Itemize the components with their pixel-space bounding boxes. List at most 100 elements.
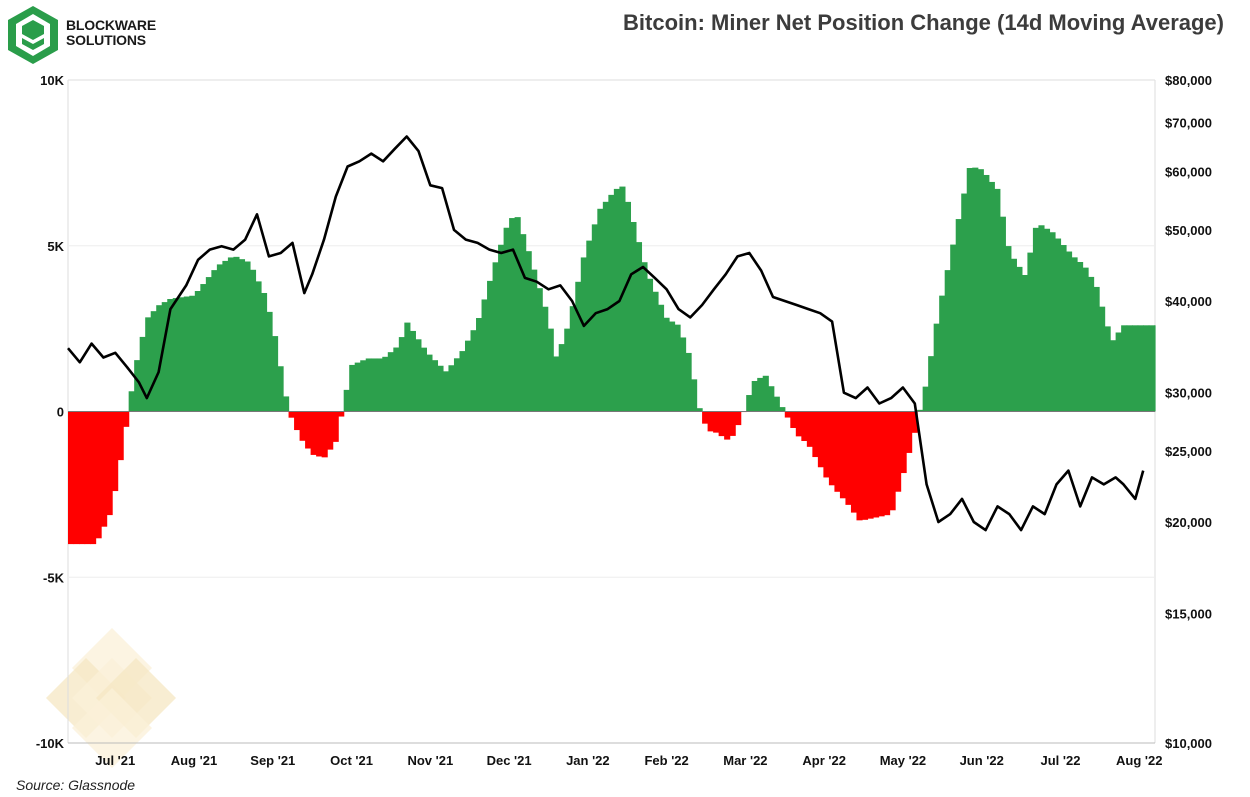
- net-position-bar-positive: [172, 298, 179, 412]
- net-position-bar-positive: [1010, 258, 1017, 412]
- net-position-bar-negative: [718, 411, 725, 437]
- net-position-bar-positive: [597, 208, 604, 412]
- x-tick-label: Jul '22: [1041, 753, 1081, 768]
- net-position-bar-positive: [751, 381, 758, 412]
- net-position-bar-positive: [393, 347, 400, 412]
- net-position-bar-positive: [531, 269, 538, 412]
- net-position-bar-positive: [691, 379, 698, 412]
- net-position-bar-positive: [966, 168, 973, 412]
- net-position-bar-positive: [145, 317, 152, 412]
- net-position-bar-positive: [746, 395, 753, 412]
- net-position-bar-positive: [382, 356, 389, 412]
- net-position-bar-positive: [630, 221, 637, 412]
- net-position-bar-positive: [525, 251, 532, 412]
- net-position-bar-negative: [305, 411, 312, 449]
- net-position-bar-negative: [338, 411, 345, 417]
- net-position-bar-negative: [288, 411, 295, 418]
- net-position-bar-negative: [889, 411, 896, 511]
- net-position-bar-positive: [933, 323, 940, 412]
- net-position-bar-negative: [106, 411, 113, 516]
- net-position-bar-positive: [977, 169, 984, 412]
- x-tick-label: Apr '22: [802, 753, 846, 768]
- net-position-bar-positive: [437, 365, 444, 412]
- net-position-bar-positive: [553, 356, 560, 412]
- net-position-bar-positive: [222, 260, 229, 412]
- net-position-bar-negative: [724, 411, 731, 440]
- net-position-bar-positive: [1082, 267, 1089, 412]
- net-position-bar-positive: [189, 295, 196, 412]
- net-position-bar-positive: [227, 257, 235, 412]
- net-position-bar-positive: [608, 194, 615, 412]
- net-position-bar-negative: [95, 411, 102, 539]
- net-position-bar-positive: [1115, 332, 1122, 412]
- net-position-bar-positive: [426, 354, 433, 412]
- net-position-bar-positive: [387, 352, 394, 412]
- net-position-bar-negative: [867, 411, 874, 519]
- net-position-bar-positive: [917, 409, 924, 412]
- net-position-bar-positive: [1093, 286, 1100, 412]
- net-position-bar-positive: [415, 339, 422, 412]
- net-position-bar-positive: [999, 216, 1006, 412]
- net-position-bar-positive: [674, 324, 681, 412]
- net-position-bar-positive: [260, 292, 268, 412]
- net-position-bar-positive: [238, 259, 246, 412]
- net-position-bar-positive: [481, 299, 488, 412]
- right-tick-label: $50,000: [1165, 223, 1212, 238]
- net-position-bar-negative: [911, 411, 918, 433]
- net-position-bar-negative: [790, 411, 797, 428]
- x-tick-label: Mar '22: [723, 753, 767, 768]
- x-tick-label: Jan '22: [566, 753, 610, 768]
- right-tick-label: $30,000: [1165, 386, 1212, 401]
- net-position-bar-positive: [398, 337, 405, 412]
- net-position-bars: [68, 167, 1156, 545]
- net-position-bar-positive: [624, 201, 632, 412]
- net-position-bar-positive: [503, 227, 510, 412]
- net-position-bar-positive: [404, 322, 411, 412]
- net-position-bar-positive: [139, 336, 146, 412]
- chart-header: BLOCKWARE SOLUTIONS Bitcoin: Miner Net P…: [0, 0, 1250, 80]
- net-position-bar-positive: [1043, 228, 1051, 412]
- net-position-bar-positive: [1049, 232, 1056, 412]
- left-tick-label: -5K: [43, 570, 65, 585]
- net-position-bar-negative: [90, 411, 97, 545]
- net-position-bar-positive: [283, 396, 290, 412]
- net-position-bar-positive: [1071, 257, 1078, 412]
- net-position-bar-positive: [646, 278, 654, 412]
- right-tick-label: $25,000: [1165, 444, 1212, 459]
- net-position-bar-positive: [972, 167, 979, 412]
- left-tick-label: -10K: [36, 736, 65, 751]
- net-position-bar-negative: [321, 411, 328, 458]
- net-position-bar-positive: [680, 337, 687, 412]
- net-position-bar-negative: [900, 411, 907, 474]
- net-position-bar-positive: [773, 396, 780, 412]
- net-position-bar-positive: [1148, 325, 1155, 412]
- net-position-bar-positive: [1126, 325, 1133, 412]
- net-position-bar-negative: [878, 411, 885, 517]
- x-tick-label: Jun '22: [960, 753, 1004, 768]
- net-position-bar-positive: [1132, 325, 1139, 412]
- net-position-bar-positive: [547, 328, 554, 412]
- x-tick-label: Aug '22: [1116, 753, 1162, 768]
- right-tick-label: $70,000: [1165, 116, 1212, 131]
- net-position-bar-positive: [1005, 246, 1012, 412]
- net-position-bar-positive: [619, 186, 626, 412]
- x-tick-label: Oct '21: [330, 753, 373, 768]
- net-position-bar-positive: [1038, 225, 1045, 412]
- net-position-bar-negative: [735, 411, 742, 426]
- net-position-bar-positive: [216, 264, 223, 412]
- net-position-bar-positive: [586, 240, 593, 412]
- net-position-bar-positive: [470, 330, 477, 412]
- net-position-bar-positive: [558, 344, 565, 412]
- net-position-bar-positive: [459, 351, 466, 412]
- net-position-bar-positive: [1137, 325, 1144, 412]
- left-tick-label: 10K: [40, 73, 64, 88]
- net-position-bar-positive: [128, 391, 135, 412]
- net-position-bar-positive: [487, 280, 494, 412]
- net-position-bar-positive: [922, 386, 929, 412]
- net-position-bar-negative: [316, 411, 323, 457]
- net-position-bar-negative: [850, 411, 858, 513]
- x-tick-label: Sep '21: [250, 753, 295, 768]
- net-position-bar-positive: [194, 290, 201, 412]
- right-tick-label: $80,000: [1165, 73, 1212, 88]
- blockware-cube-icon: [8, 6, 58, 64]
